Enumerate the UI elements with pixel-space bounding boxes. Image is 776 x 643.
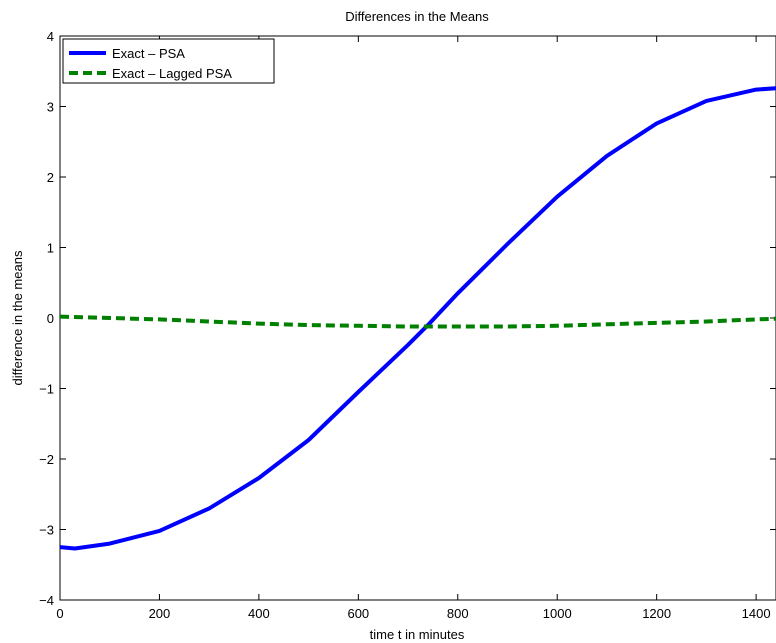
x-tick-label: 1000 <box>543 606 572 621</box>
legend-label-exact-psa: Exact – PSA <box>112 46 185 61</box>
y-tick-label: 4 <box>47 29 54 44</box>
x-tick-label: 600 <box>347 606 369 621</box>
y-tick-label: 0 <box>47 311 54 326</box>
legend-box <box>62 38 275 84</box>
x-tick-label: 1400 <box>742 606 771 621</box>
x-tick-label: 1200 <box>642 606 671 621</box>
x-axis-label: time t in minutes <box>370 627 465 642</box>
y-tick-label: 2 <box>47 170 54 185</box>
axis-ticks: 0 200 400 600 800 1000 1200 1400 −4 −3 −2 −1 0 1 2 3 4 <box>39 29 776 621</box>
y-tick-label: −2 <box>39 452 54 467</box>
y-tick-label: 1 <box>47 241 54 256</box>
x-tick-label: 800 <box>447 606 469 621</box>
series-line-exact-lagged-psa <box>59 314 776 329</box>
y-tick-label: −3 <box>39 523 54 538</box>
x-tick-label: 200 <box>149 606 171 621</box>
y-tick-label: 3 <box>47 100 54 115</box>
x-tick-label: 0 <box>56 606 63 621</box>
chart-title: Differences in the Means <box>345 9 489 24</box>
y-tick-label: −1 <box>39 382 54 397</box>
series-line-exact-psa <box>59 86 776 551</box>
legend-label-exact-lagged-psa: Exact – Lagged PSA <box>112 66 232 81</box>
plot-area <box>59 35 776 601</box>
y-axis-label: difference in the means <box>10 250 25 385</box>
y-tick-label: −4 <box>39 593 54 608</box>
x-tick-label: 400 <box>248 606 270 621</box>
series-group <box>59 86 776 551</box>
legend: Exact – PSA Exact – Lagged PSA <box>62 38 275 84</box>
